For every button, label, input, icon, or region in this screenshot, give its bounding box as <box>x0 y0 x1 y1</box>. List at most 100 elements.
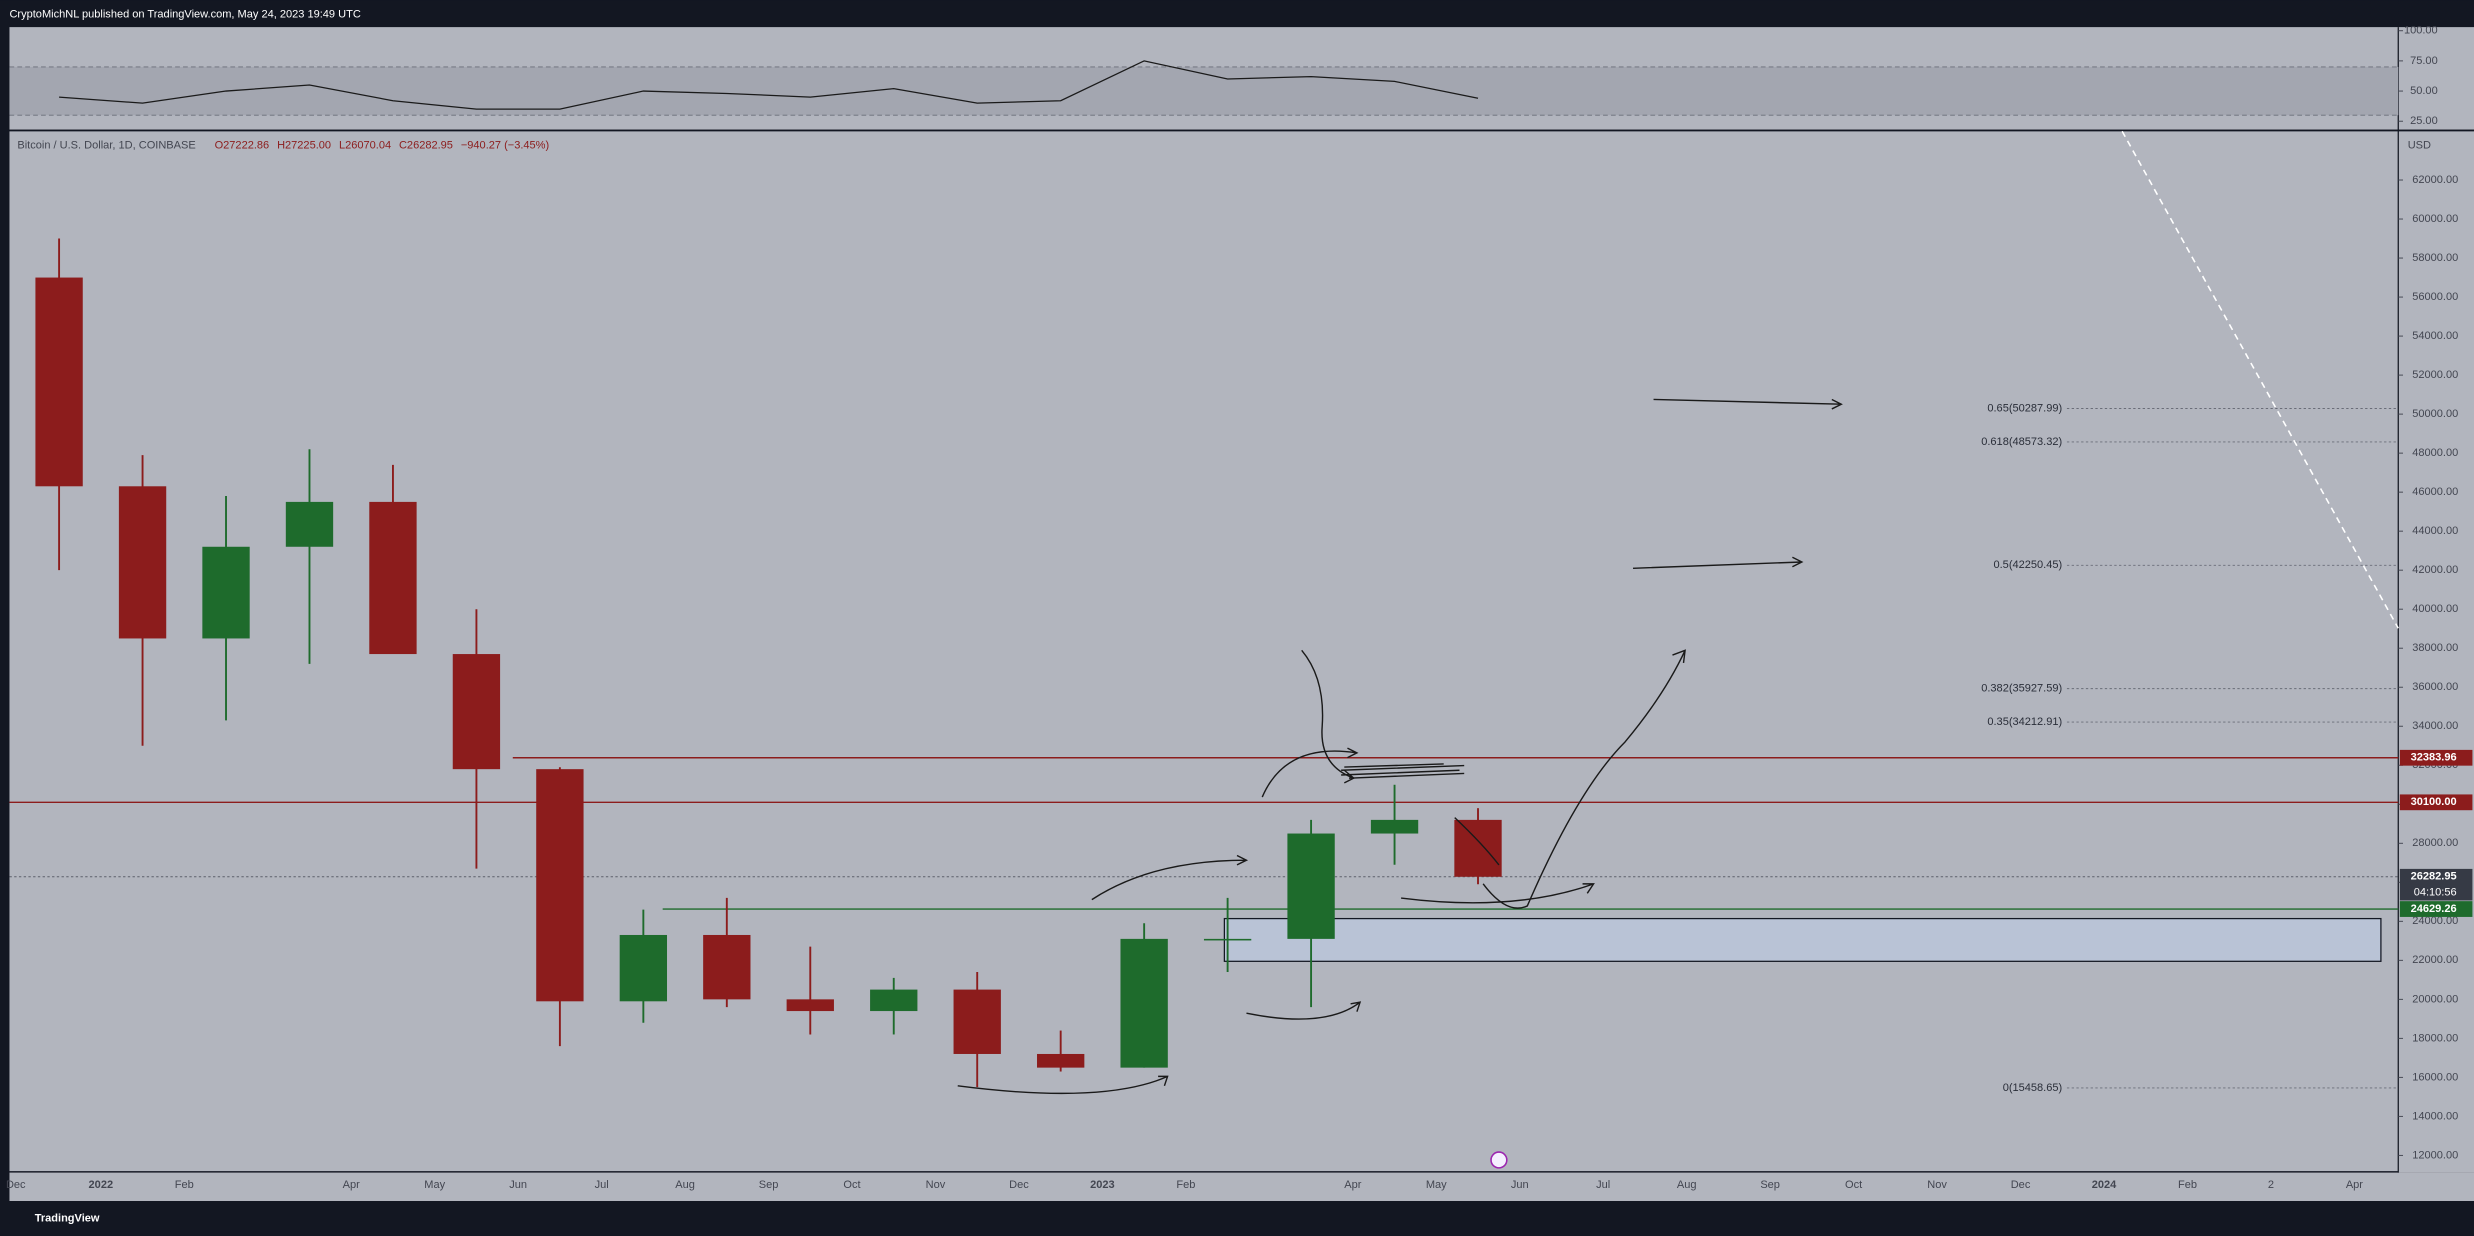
y-tick-label: 54000.00 <box>2412 330 2458 342</box>
candle-body <box>786 999 834 1012</box>
x-tick-label: Nov <box>926 1179 946 1191</box>
arrow <box>1091 854 1249 901</box>
rsi-line <box>59 60 1479 110</box>
candle-body <box>870 989 918 1012</box>
y-tick-label: 44000.00 <box>2412 525 2458 537</box>
y-tick-label: 46000.00 <box>2412 486 2458 498</box>
y-tick-label: 38000.00 <box>2412 642 2458 654</box>
y-tick-label: 42000.00 <box>2412 564 2458 576</box>
y-tick-label: 50000.00 <box>2412 408 2458 420</box>
fib-label: 0.5(42250.45) <box>1993 559 2062 571</box>
y-tick-label: 58000.00 <box>2412 252 2458 264</box>
candle-body <box>1370 819 1419 834</box>
countdown: 04:10:56 <box>2414 886 2457 898</box>
y-tick-label: 62000.00 <box>2412 174 2458 186</box>
fib-label: 0.382(35927.59) <box>1981 683 2062 695</box>
legend-value: L26070.04 <box>339 139 391 151</box>
x-tick-label: Apr <box>343 1179 360 1191</box>
candle-body <box>619 934 668 1002</box>
x-tick-label: Nov <box>1927 1179 1947 1191</box>
x-tick-label: Jul <box>1596 1179 1610 1191</box>
y-tick-label: 48000.00 <box>2412 447 2458 459</box>
y-tick-label: 20000.00 <box>2412 993 2458 1005</box>
price-pane <box>9 131 2474 1173</box>
level-label: 24629.26 <box>2411 903 2457 915</box>
x-tick-label: 2022 <box>89 1179 114 1191</box>
y-tick-label: 34000.00 <box>2412 720 2458 732</box>
level-tag <box>2399 749 2473 766</box>
arrow <box>1653 398 1843 410</box>
y-tick-label: 28000.00 <box>2412 837 2458 849</box>
y-tick-label: 14000.00 <box>2412 1110 2458 1122</box>
last-price-label: 26282.95 <box>2411 871 2457 883</box>
x-tick-label: Aug <box>675 1179 695 1191</box>
x-tick-label: Sep <box>759 1179 779 1191</box>
y-tick-label: 52000.00 <box>2412 369 2458 381</box>
legend-value: −940.27 (−3.45%) <box>461 139 549 151</box>
zone <box>1223 917 2382 962</box>
rsi-band <box>9 66 2399 116</box>
arrow <box>1246 1001 1362 1020</box>
candle-body <box>953 989 1001 1054</box>
candle-body <box>1454 819 1502 877</box>
x-tick-label: Dec <box>2011 1179 2031 1191</box>
x-tick-label: Apr <box>2346 1179 2363 1191</box>
candle-body <box>1203 938 1252 941</box>
y-tick-label: 22000.00 <box>2412 954 2458 966</box>
rsi-tick-label: 100.00 <box>2404 25 2438 37</box>
fib-label: 0(15458.65) <box>2003 1082 2063 1094</box>
plot: 12000.00 14000.00 16000.00 18000.00 20000.00… <box>6 25 2473 1191</box>
candle-body <box>536 769 584 1002</box>
y-tick-label: 36000.00 <box>2412 681 2458 693</box>
x-tick-label: Jun <box>1511 1179 1529 1191</box>
level-label: 30100.00 <box>2411 796 2457 808</box>
candle-body <box>1120 938 1168 1068</box>
rsi-tick-label: 75.00 <box>2410 55 2438 67</box>
arrow <box>1633 556 1804 570</box>
candle-body <box>35 277 83 487</box>
rsi-tick-label: 50.00 <box>2410 85 2438 97</box>
x-tick-label: 2024 <box>2092 1179 2117 1191</box>
x-tick-label: Feb <box>2178 1179 2197 1191</box>
x-tick-label: Feb <box>1176 1179 1195 1191</box>
legend-value: C26282.95 <box>399 139 453 151</box>
x-tick-label: Oct <box>1845 1179 1862 1191</box>
header: CryptoMichNL published on TradingView.co… <box>9 8 360 20</box>
y-tick-label: 40000.00 <box>2412 603 2458 615</box>
brand: TradingView <box>35 1212 100 1224</box>
arrow <box>1261 747 1359 798</box>
x-tick-label: Aug <box>1677 1179 1697 1191</box>
x-tick-label: Jun <box>509 1179 527 1191</box>
level-tag <box>2399 901 2473 917</box>
y-tick-label: 56000.00 <box>2412 291 2458 303</box>
fib-label: 0.35(34212.91) <box>1987 716 2062 728</box>
x-tick-label: Dec <box>1009 1179 1029 1191</box>
x-tick-label: May <box>424 1179 445 1191</box>
candle-body <box>369 501 417 655</box>
x-tick-label: Apr <box>1344 1179 1361 1191</box>
time-axis <box>9 1172 2474 1201</box>
x-tick-label: Sep <box>1760 1179 1780 1191</box>
x-tick-label: May <box>1426 1179 1447 1191</box>
candle-body <box>118 486 167 639</box>
candle-body <box>285 501 334 547</box>
x-tick-label: Dec <box>6 1179 26 1191</box>
y-tick-label: 12000.00 <box>2412 1149 2458 1161</box>
legend-value: O27222.86 <box>215 139 270 151</box>
fib-label: 0.618(48573.32) <box>1981 436 2062 448</box>
currency: USD <box>2408 139 2431 151</box>
arrow <box>957 1075 1169 1095</box>
x-tick-label: 2023 <box>1090 1179 1115 1191</box>
symbol: Bitcoin / U.S. Dollar, 1D, COINBASE <box>17 139 195 151</box>
x-tick-label: 2 <box>2268 1179 2274 1191</box>
level-label: 32383.96 <box>2411 752 2457 764</box>
candle-body <box>202 546 250 639</box>
event-icon[interactable] <box>1490 1151 1508 1169</box>
candle-body <box>703 934 751 1000</box>
x-tick-label: Jul <box>595 1179 609 1191</box>
x-tick-label: Oct <box>843 1179 860 1191</box>
y-tick-label: 60000.00 <box>2412 213 2458 225</box>
rsi-tick-label: 25.00 <box>2410 115 2438 127</box>
arrow <box>1482 649 1686 909</box>
